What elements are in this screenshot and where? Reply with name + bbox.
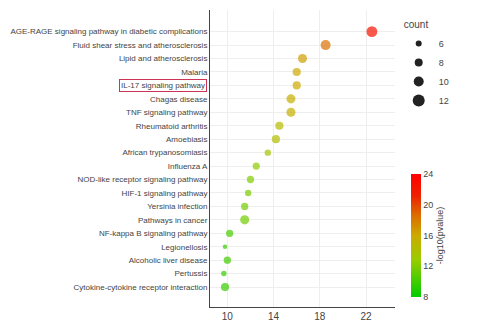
svg-text:IL-17 signaling pathway: IL-17 signaling pathway <box>121 81 205 90</box>
svg-text:African trypanosomiasis: African trypanosomiasis <box>122 148 207 157</box>
svg-text:Yersinia infection: Yersinia infection <box>147 202 207 211</box>
svg-text:Fluid shear stress and atheros: Fluid shear stress and atherosclerosis <box>73 41 208 50</box>
svg-text:10: 10 <box>439 77 449 87</box>
svg-text:6: 6 <box>439 39 444 49</box>
svg-text:Influenza A: Influenza A <box>168 162 208 171</box>
svg-text:16: 16 <box>423 231 433 241</box>
svg-text:12: 12 <box>439 96 449 106</box>
svg-text:Cytokine-cytokine receptor int: Cytokine-cytokine receptor interaction <box>74 283 208 292</box>
svg-text:Amoebiasis: Amoebiasis <box>166 135 207 144</box>
svg-text:Malaria: Malaria <box>181 68 208 77</box>
svg-text:count: count <box>404 19 429 30</box>
svg-text:NF-kappa B signaling pathway: NF-kappa B signaling pathway <box>99 229 208 238</box>
svg-text:14: 14 <box>268 311 280 322</box>
svg-text:HIF-1 signaling pathway: HIF-1 signaling pathway <box>122 189 208 198</box>
svg-text:Lipid and atherosclerosis: Lipid and atherosclerosis <box>119 54 208 63</box>
svg-text:AGE-RAGE signaling pathway in: AGE-RAGE signaling pathway in diabetic c… <box>10 27 207 36</box>
svg-text:8: 8 <box>423 292 428 302</box>
svg-text:NOD-like receptor signaling pa: NOD-like receptor signaling pathway <box>78 175 208 184</box>
svg-text:TNF signaling pathway: TNF signaling pathway <box>126 108 207 117</box>
svg-text:8: 8 <box>439 58 444 68</box>
svg-text:12: 12 <box>423 261 433 271</box>
svg-text:Chagas disease: Chagas disease <box>150 95 208 104</box>
svg-text:Alcoholic liver disease: Alcoholic liver disease <box>129 256 208 265</box>
svg-text:Rheumatoid arthritis: Rheumatoid arthritis <box>136 122 208 131</box>
svg-text:Pertussis: Pertussis <box>174 269 207 278</box>
svg-text:22: 22 <box>361 311 373 322</box>
svg-text:Pathways in cancer: Pathways in cancer <box>138 216 208 225</box>
svg-text:20: 20 <box>423 200 433 210</box>
svg-text:Legionellosis: Legionellosis <box>161 243 207 252</box>
svg-text:10: 10 <box>222 311 234 322</box>
svg-text:-log10(pvalue): -log10(pvalue) <box>435 207 445 265</box>
svg-text:18: 18 <box>314 311 326 322</box>
svg-text:24: 24 <box>423 169 433 179</box>
